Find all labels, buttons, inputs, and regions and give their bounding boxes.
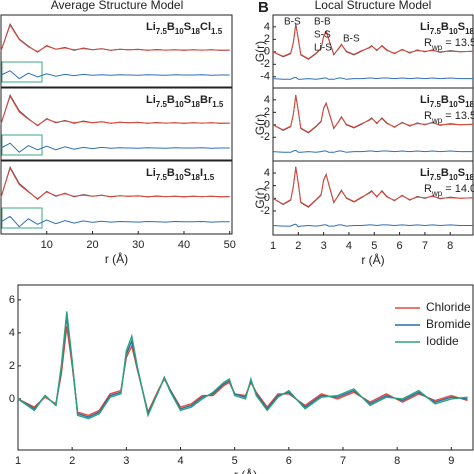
compound-label: Li7.5B10S18Br1.5 <box>420 94 474 109</box>
compound-label: Li7.5B10S18I1.5 <box>420 167 474 182</box>
rwp-label: Rwp = 13.5 <box>424 110 474 125</box>
x-tick-label: 10 <box>41 239 53 251</box>
series-line <box>0 142 230 153</box>
x-tick-label: 5 <box>371 240 377 252</box>
x-tick-label: 4 <box>346 240 352 252</box>
x-tick-label: 6 <box>397 240 403 252</box>
x-tick-label: 8 <box>447 240 453 252</box>
x-tick-label: 1 <box>270 240 276 252</box>
series-line <box>0 167 230 200</box>
rwp-label: Rwp = 14.0 <box>424 183 474 198</box>
compound-label: Li7.5B10S18Cl1.5 <box>146 21 223 36</box>
x-tick-label: 5 <box>232 455 238 467</box>
y-tick-label: 2 <box>9 360 15 372</box>
y-tick-label: 4 <box>264 21 270 33</box>
compound-label: Li7.5B10S18Cl1.5 <box>420 21 474 36</box>
x-tick-label: 3 <box>123 455 129 467</box>
x-axis-label: r (Å) <box>361 252 384 267</box>
x-tick-label: 40 <box>178 239 190 251</box>
x-tick-label: 6 <box>286 455 292 467</box>
x-tick-label: 4 <box>177 455 183 467</box>
inset-box <box>1 61 43 83</box>
panel-label: B <box>258 0 269 16</box>
y-tick-label: 0 <box>9 393 15 405</box>
legend-label: Chloride <box>426 300 471 314</box>
peak-annotation: B-S <box>343 34 360 45</box>
series-line <box>17 316 468 418</box>
series-line <box>272 223 473 228</box>
x-axis-label: r (Å) <box>234 467 257 474</box>
series-line <box>0 95 230 126</box>
x-tick-label: 9 <box>448 455 454 467</box>
peak-annotation: B-S <box>284 17 301 28</box>
compound-label: Li7.5B10S18I1.5 <box>146 167 215 182</box>
y-tick-label: -2 <box>260 131 270 143</box>
series-line <box>272 167 474 208</box>
series-line <box>17 326 468 417</box>
x-tick-label: 7 <box>422 240 428 252</box>
y-tick-label: 0 <box>264 119 270 131</box>
peak-annotation: Li-S <box>314 43 332 54</box>
y-axis-label: G(r) <box>253 114 267 135</box>
y-tick-label: 0 <box>264 192 270 204</box>
panel-title: Average Structure Model <box>51 0 184 12</box>
inset-box <box>1 134 43 156</box>
x-tick-label: 2 <box>295 240 301 252</box>
x-tick-label: 1 <box>15 455 21 467</box>
y-tick-label: 6 <box>9 294 15 306</box>
x-tick-label: 2 <box>69 455 75 467</box>
x-tick-label: 3 <box>321 240 327 252</box>
y-tick-label: 2 <box>264 33 270 45</box>
y-tick-label: -4 <box>260 71 270 83</box>
y-tick-label: 4 <box>264 94 270 106</box>
y-tick-label: 4 <box>264 167 270 179</box>
x-axis-label: r (Å) <box>105 251 128 266</box>
x-tick-label: 20 <box>86 239 98 251</box>
legend-label: Bromide <box>426 317 471 331</box>
plot-frame <box>17 284 474 451</box>
inset-box <box>1 207 43 229</box>
y-axis-label: G(r) <box>253 187 267 208</box>
y-tick-label: 4 <box>9 327 15 339</box>
x-tick-label: 7 <box>340 455 346 467</box>
y-tick-label: 0 <box>264 46 270 58</box>
series-line <box>0 24 230 53</box>
series-line <box>272 96 474 133</box>
y-axis-label: G(r) <box>253 41 267 62</box>
series-line <box>272 24 474 60</box>
series-line <box>17 311 468 420</box>
rwp-label: Rwp = 13.5 <box>424 37 474 52</box>
y-tick-label: 2 <box>264 180 270 192</box>
series-line <box>0 70 230 80</box>
compound-label: Li7.5B10S18Br1.5 <box>146 94 224 109</box>
series-line <box>272 76 473 80</box>
legend-label: Iodide <box>426 334 459 348</box>
y-tick-label: 2 <box>264 106 270 118</box>
x-tick-label: 30 <box>132 239 144 251</box>
x-tick-label: 50 <box>224 239 236 251</box>
panel-title: Local Structure Model <box>315 0 432 12</box>
peak-annotation: S-S <box>314 30 331 41</box>
x-tick-label: 8 <box>394 455 400 467</box>
series-line <box>0 215 230 228</box>
peak-annotation: B-B <box>314 17 331 28</box>
y-tick-label: -2 <box>260 205 270 217</box>
series-line <box>272 149 473 153</box>
y-tick-label: -2 <box>260 58 270 70</box>
